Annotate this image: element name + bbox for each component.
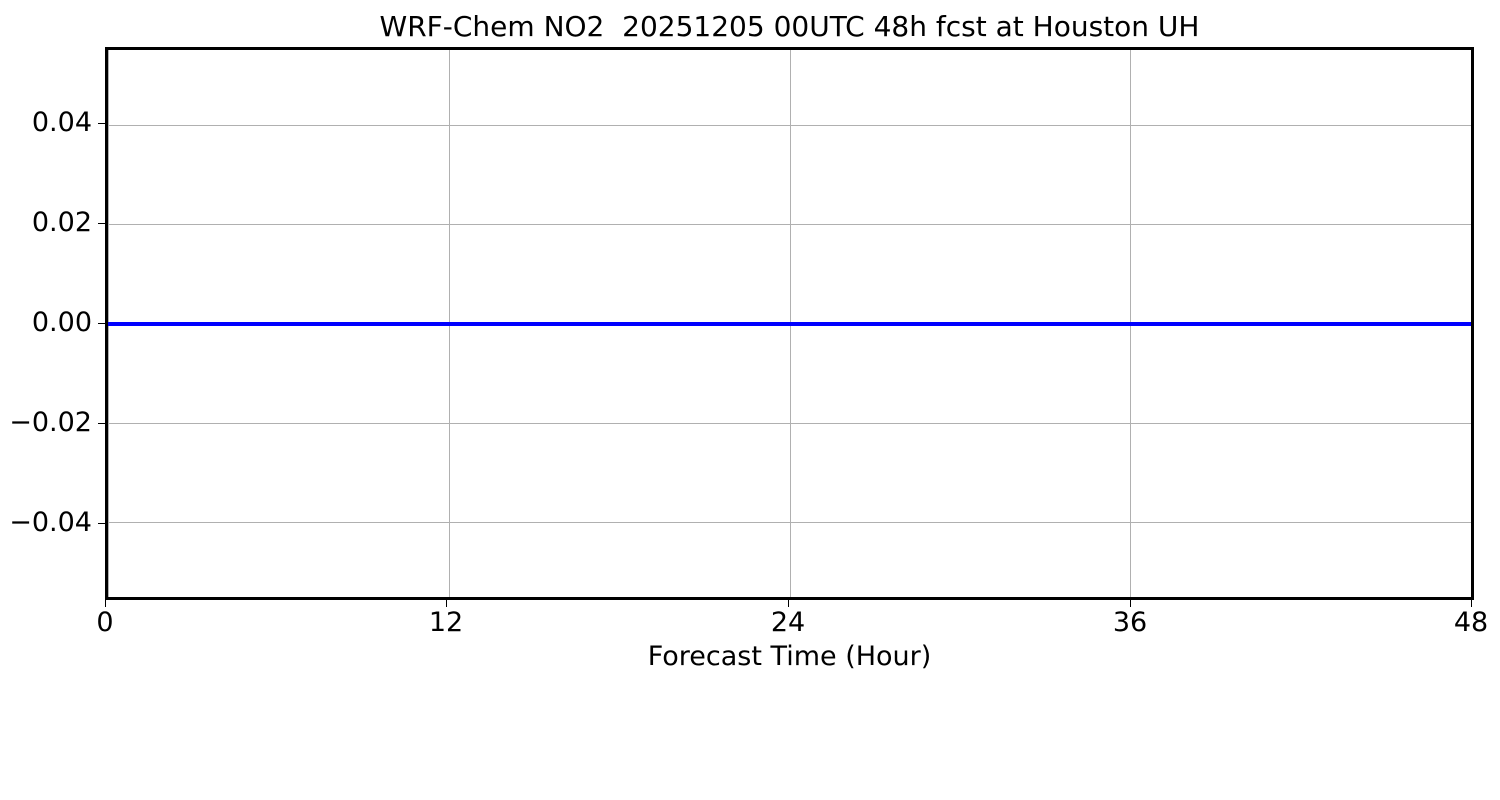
- tick-x-0: [105, 600, 106, 607]
- ticklabel-y-0.02: 0.02: [31, 207, 92, 238]
- tick-y-0.02: [98, 223, 105, 224]
- plot-area: [105, 47, 1474, 600]
- x-axis-label: Forecast Time (Hour): [647, 641, 932, 672]
- ticklabel-y--0.04: −0.04: [9, 507, 92, 538]
- ticklabel-y--0.02: −0.02: [9, 407, 92, 438]
- tick-x-12: [446, 600, 447, 607]
- ticklabel-y-0.04: 0.04: [31, 107, 92, 138]
- ticklabel-y-0.00: 0.00: [31, 307, 92, 338]
- tick-y--0.04: [98, 523, 105, 524]
- tick-y-0.04: [98, 123, 105, 124]
- ticklabel-x-48: 48: [1453, 607, 1489, 638]
- ticklabel-x-0: 0: [96, 607, 114, 638]
- chart-title: WRF-Chem NO2 20251205 00UTC 48h fcst at …: [379, 10, 1200, 43]
- tick-y-0.00: [98, 323, 105, 324]
- y-axis-label-clip: [0, 0, 12, 800]
- tick-x-48: [1471, 600, 1472, 607]
- ticklabel-x-24: 24: [770, 607, 806, 638]
- tick-x-24: [788, 600, 789, 607]
- ticklabel-x-12: 12: [428, 607, 464, 638]
- tick-y--0.02: [98, 423, 105, 424]
- tick-x-36: [1130, 600, 1131, 607]
- plot-inner: [108, 50, 1471, 597]
- series-line-no2: [108, 321, 1471, 326]
- ticklabel-x-36: 36: [1112, 607, 1148, 638]
